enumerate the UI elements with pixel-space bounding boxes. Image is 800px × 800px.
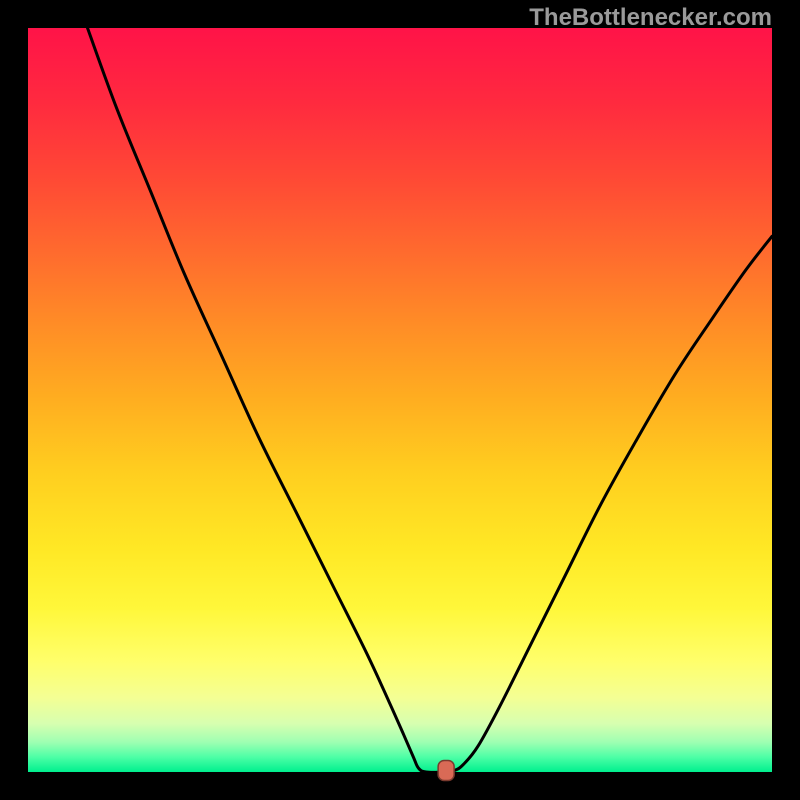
bottleneck-curve: [88, 28, 772, 772]
watermark-text: TheBottlenecker.com: [529, 4, 772, 32]
bottleneck-chart: [0, 0, 800, 800]
bottleneck-marker: [438, 761, 454, 781]
